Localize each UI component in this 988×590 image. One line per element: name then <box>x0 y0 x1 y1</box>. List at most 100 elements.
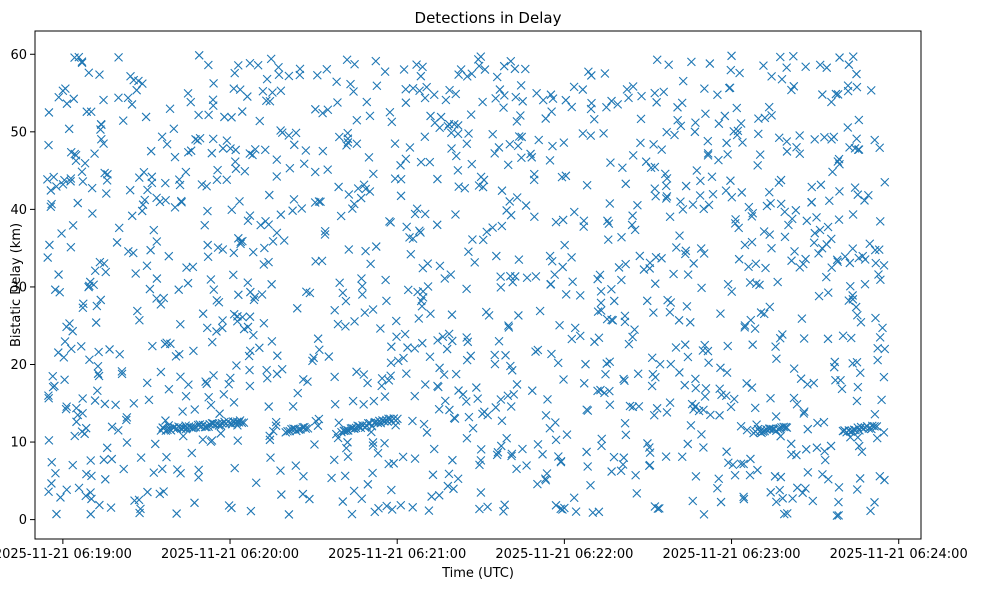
data-point <box>801 254 810 264</box>
data-point <box>722 138 731 148</box>
data-point <box>617 163 627 173</box>
data-point <box>396 160 405 170</box>
data-point <box>66 174 76 183</box>
data-point <box>734 254 744 264</box>
data-point <box>245 58 255 68</box>
data-point <box>102 443 112 453</box>
data-point <box>453 121 463 130</box>
data-point <box>245 312 255 322</box>
data-point <box>359 370 369 379</box>
data-point <box>661 194 671 203</box>
data-point <box>753 161 763 170</box>
data-point <box>420 209 430 219</box>
data-point <box>423 282 433 291</box>
data-point <box>117 366 127 376</box>
data-point <box>819 417 829 427</box>
data-point <box>229 248 239 258</box>
data-point <box>529 212 539 222</box>
data-point <box>807 197 817 207</box>
data-point <box>349 87 358 96</box>
data-point <box>126 71 135 81</box>
data-point <box>723 458 733 468</box>
data-point <box>371 242 381 251</box>
data-point <box>416 228 425 237</box>
data-point <box>493 447 503 457</box>
data-point <box>346 79 355 89</box>
data-point <box>665 212 675 222</box>
data-point <box>251 478 261 488</box>
data-point <box>633 200 642 210</box>
data-point <box>390 139 400 149</box>
data-point <box>870 421 879 431</box>
data-point <box>578 85 588 94</box>
data-point <box>605 199 615 208</box>
data-point <box>543 395 552 404</box>
data-point <box>843 123 853 132</box>
data-point <box>147 341 157 351</box>
data-point <box>288 401 298 411</box>
data-point <box>444 329 454 339</box>
data-point <box>766 424 775 434</box>
data-point <box>567 252 576 262</box>
data-point <box>773 277 783 287</box>
data-point <box>417 301 427 311</box>
data-point <box>96 120 106 130</box>
data-point <box>387 505 397 514</box>
data-point <box>628 332 637 342</box>
data-point <box>272 172 282 181</box>
data-point <box>52 509 61 519</box>
data-point <box>322 64 332 74</box>
data-point <box>631 470 641 480</box>
data-point <box>92 301 102 311</box>
data-point <box>391 316 401 326</box>
data-point <box>115 349 125 359</box>
data-point <box>334 418 344 428</box>
data-point <box>265 96 275 106</box>
data-point <box>396 174 406 184</box>
data-point <box>51 182 61 191</box>
data-point <box>628 211 637 221</box>
data-point <box>775 333 785 343</box>
data-point <box>531 272 541 281</box>
data-point <box>651 252 661 262</box>
data-point <box>203 240 213 250</box>
data-point <box>759 61 768 71</box>
data-point <box>662 127 672 137</box>
data-point <box>823 334 833 344</box>
data-point <box>567 334 577 344</box>
data-point <box>748 208 758 218</box>
data-point <box>728 460 738 470</box>
data-point <box>301 424 311 434</box>
data-point <box>444 469 454 479</box>
data-point <box>490 148 500 158</box>
data-point <box>213 165 222 175</box>
data-point <box>449 484 458 494</box>
data-point <box>778 493 788 503</box>
data-point <box>226 144 235 153</box>
data-point <box>298 375 308 384</box>
data-point <box>248 247 258 257</box>
data-point <box>683 439 693 449</box>
data-point <box>838 331 848 341</box>
data-point <box>660 169 670 179</box>
data-point <box>177 197 186 207</box>
data-point <box>475 504 484 514</box>
data-point <box>855 474 865 483</box>
data-point <box>100 399 110 409</box>
data-point <box>641 157 651 167</box>
data-point <box>782 509 792 518</box>
data-point <box>848 358 858 368</box>
data-point <box>403 285 413 295</box>
data-point <box>767 72 776 81</box>
data-point <box>140 195 150 205</box>
data-point <box>58 179 68 189</box>
data-point <box>704 200 714 210</box>
data-point <box>91 318 101 327</box>
data-point <box>174 175 184 185</box>
data-point <box>271 421 281 431</box>
data-point <box>313 334 323 344</box>
data-point <box>827 135 836 144</box>
data-point <box>163 425 172 435</box>
data-point <box>780 207 790 217</box>
data-point <box>276 466 285 475</box>
